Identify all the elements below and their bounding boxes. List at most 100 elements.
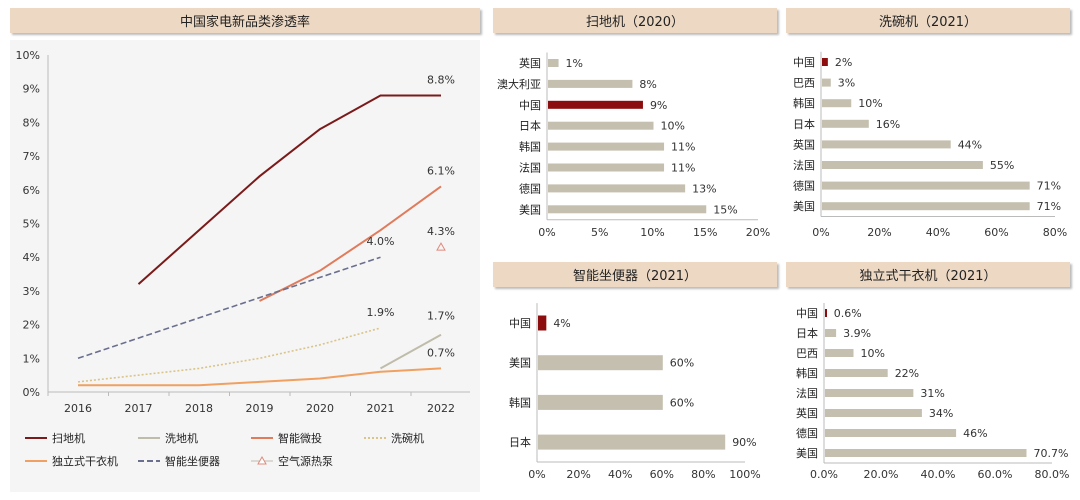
data-label: 6.1%	[427, 164, 455, 177]
x-tick-label: 60%	[984, 226, 1008, 239]
y-tick-label: 8%	[23, 116, 40, 129]
y-tick-label: 0%	[23, 386, 40, 399]
bar-中国	[538, 315, 547, 331]
category-label: 巴西	[793, 77, 815, 90]
x-tick-label: 5%	[591, 226, 608, 239]
data-label: 71%	[1037, 200, 1061, 213]
category-label: 英国	[519, 56, 541, 70]
data-label: 16%	[876, 118, 900, 131]
y-tick-label: 4%	[23, 251, 40, 264]
bar-德国	[548, 184, 686, 193]
data-label: 22%	[895, 367, 919, 380]
data-label: 34%	[929, 407, 953, 420]
data-label: 60%	[670, 396, 694, 409]
category-label: 法国	[796, 386, 818, 400]
data-label: 4.3%	[427, 225, 455, 238]
data-label: 13%	[692, 182, 716, 195]
legend-marker	[257, 455, 267, 465]
x-tick-label: 20.0%	[864, 468, 899, 481]
x-tick-label: 2021	[367, 402, 395, 415]
category-label: 澳大利亚	[497, 77, 541, 91]
y-tick-label: 5%	[23, 218, 40, 231]
bar-日本	[538, 434, 726, 450]
data-label: 46%	[963, 427, 987, 440]
category-label: 美国	[519, 203, 541, 216]
bar-中国	[822, 58, 828, 66]
y-tick-label: 10%	[16, 49, 40, 62]
bar-韩国	[538, 394, 663, 410]
data-label: 10%	[858, 97, 882, 110]
data-label: 15%	[713, 203, 737, 216]
category-label: 日本	[793, 117, 815, 131]
x-tick-label: 2019	[246, 402, 274, 415]
bar-美国	[548, 205, 707, 214]
line-chart-title: 中国家电新品类渗透率	[10, 8, 480, 33]
bar-韩国	[822, 99, 852, 108]
bar-韩国	[548, 142, 665, 151]
data-label: 9%	[650, 99, 667, 112]
data-label: 44%	[958, 138, 982, 151]
category-label: 美国	[509, 357, 531, 370]
data-label: 8.8%	[427, 73, 455, 86]
category-label: 英国	[793, 137, 815, 151]
series-line-扫地机	[137, 94, 441, 285]
bar-日本	[825, 329, 837, 337]
bar-韩国	[825, 369, 888, 377]
bar-英国	[825, 409, 922, 417]
x-tick-label: 40%	[608, 468, 632, 481]
x-tick-label: 20%	[566, 468, 590, 481]
x-tick-label: 80%	[691, 468, 715, 481]
data-label: 1%	[566, 57, 583, 70]
legend-label: 智能坐便器	[165, 454, 220, 468]
legend-label: 洗碗机	[391, 431, 424, 445]
category-label: 德国	[796, 426, 818, 440]
x-tick-label: 15%	[693, 226, 717, 239]
x-tick-label: 60%	[650, 468, 674, 481]
bar-法国	[822, 161, 983, 169]
bar-美国	[822, 202, 1030, 211]
x-tick-label: 20%	[746, 226, 770, 239]
x-tick-label: 0.0%	[810, 468, 838, 481]
category-label: 日本	[519, 119, 541, 133]
bar-英国	[822, 140, 951, 149]
data-label: 8%	[639, 78, 656, 91]
y-tick-label: 3%	[23, 285, 40, 298]
bar-chart-title-toilet: 智能坐便器（2021）	[493, 262, 777, 287]
bar-chart-title-sweeper: 扫地机（2020）	[493, 8, 777, 33]
legend-label: 独立式干衣机	[52, 454, 118, 468]
data-label: 31%	[920, 387, 944, 400]
category-label: 韩国	[509, 395, 531, 409]
bar-中国	[825, 309, 827, 317]
data-label: 0.7%	[427, 346, 455, 359]
category-label: 美国	[793, 200, 815, 213]
x-tick-label: 20%	[867, 226, 891, 239]
x-tick-label: 0%	[812, 226, 829, 239]
bar-德国	[822, 181, 1030, 190]
bar-美国	[825, 449, 1027, 457]
y-tick-label: 7%	[23, 150, 40, 163]
category-label: 中国	[509, 317, 531, 330]
category-label: 韩国	[796, 366, 818, 380]
x-tick-label: 2018	[185, 402, 213, 415]
category-label: 英国	[796, 406, 818, 420]
data-label: 0.6%	[834, 307, 862, 320]
data-label: 70.7%	[1033, 447, 1068, 460]
bar-日本	[822, 119, 869, 128]
series-marker-空气源热泵	[436, 242, 446, 251]
y-tick-label: 1%	[23, 352, 40, 365]
bar-中国	[548, 100, 643, 109]
data-label: 11%	[671, 162, 695, 175]
data-label: 3.9%	[843, 327, 871, 340]
category-label: 法国	[793, 158, 815, 172]
series-line-洗地机	[380, 333, 442, 370]
x-tick-label: 10%	[640, 226, 664, 239]
category-label: 中国	[796, 307, 818, 320]
category-label: 中国	[793, 56, 815, 69]
y-tick-label: 2%	[23, 319, 40, 332]
y-tick-label: 6%	[23, 184, 40, 197]
x-tick-label: 100%	[729, 468, 760, 481]
legend-label: 扫地机	[52, 431, 85, 445]
bar-澳大利亚	[548, 79, 633, 88]
x-tick-label: 60.0%	[978, 468, 1013, 481]
